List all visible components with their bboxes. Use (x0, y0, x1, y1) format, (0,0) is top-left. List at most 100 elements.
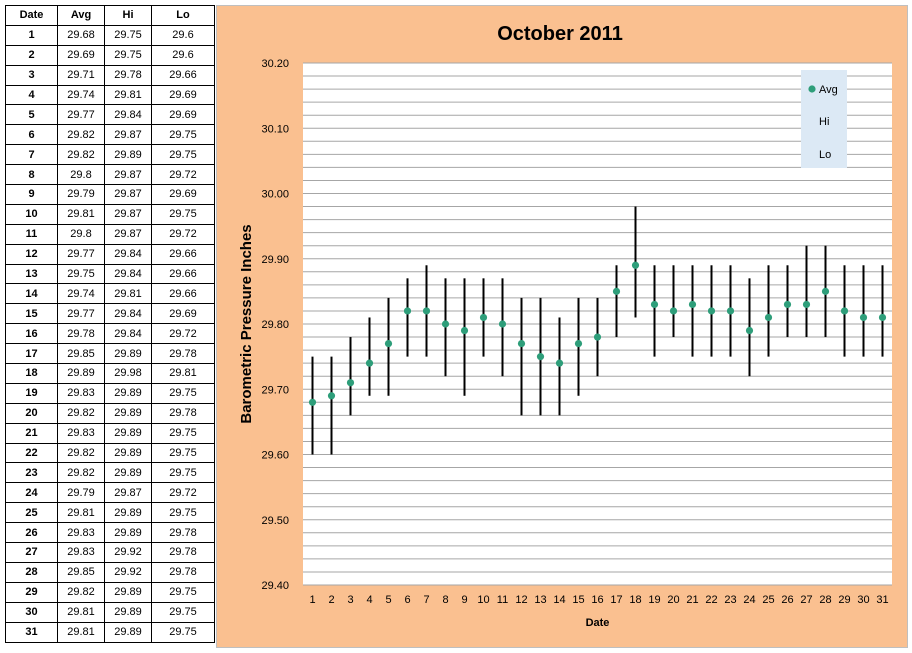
x-tick-label: 31 (876, 594, 888, 606)
avg-point (650, 300, 659, 309)
cell-hi: 29.89 (104, 462, 152, 484)
avg-point (441, 320, 450, 328)
avg-point (593, 333, 602, 341)
cell-lo: 29.75 (151, 502, 215, 524)
x-tick-label: 30 (857, 594, 869, 606)
cell-date: 7 (5, 144, 58, 166)
cell-hi: 29.92 (104, 561, 152, 583)
cell-avg: 29.85 (57, 343, 105, 365)
cell-date: 12 (5, 243, 58, 265)
avg-point (536, 353, 545, 361)
cell-lo: 29.66 (151, 64, 215, 86)
cell-hi: 29.98 (104, 363, 152, 384)
cell-avg: 29.74 (57, 84, 105, 106)
avg-point (346, 379, 355, 387)
y-tick-label: 29.40 (261, 580, 289, 592)
legend-box (801, 70, 847, 168)
cell-lo: 29.78 (151, 402, 215, 424)
cell-hi: 29.89 (104, 422, 152, 444)
cell-hi: 29.89 (104, 382, 152, 404)
avg-point (460, 326, 469, 335)
cell-avg: 29.82 (57, 581, 105, 603)
cell-lo: 29.75 (151, 601, 215, 623)
legend-lo-label: Lo (819, 149, 831, 161)
cell-date: 22 (5, 442, 58, 464)
cell-date: 9 (5, 184, 58, 205)
chart-title: October 2011 (497, 23, 623, 45)
cell-avg: 29.71 (57, 64, 105, 86)
cell-date: 10 (5, 203, 58, 225)
x-tick-label: 12 (515, 594, 527, 606)
table-row: 23 29.82 29.89 29.75 (5, 462, 215, 484)
cell-date: 3 (5, 64, 58, 86)
x-tick-label: 1 (309, 594, 315, 606)
avg-point (422, 307, 431, 315)
avg-point (403, 307, 412, 315)
x-tick-label: 17 (610, 594, 622, 606)
pressure-chart: October 2011 30.2030.1030.0029.9029.8029… (238, 23, 892, 629)
x-tick-label: 28 (819, 594, 831, 606)
chart-area: October 2011 30.20 30.10 30.00 29.90 29.80 29… (216, 5, 908, 648)
cell-lo: 29.6 (151, 24, 215, 46)
avg-point (308, 398, 317, 406)
table-row: 26 29.83 29.89 29.78 (5, 522, 215, 544)
cell-hi: 29.87 (104, 223, 152, 245)
cell-avg: 29.8 (57, 164, 105, 186)
cell-hi: 29.89 (104, 601, 152, 623)
pressure-data-table: Date Avg Hi Lo 1 29.68 29.75 29.6 2 29.69 29.7… (5, 5, 215, 643)
cell-hi: 29.84 (104, 104, 152, 126)
cell-date: 5 (5, 104, 58, 126)
table-row: 4 29.74 29.81 29.69 (5, 84, 215, 106)
cell-lo: 29.81 (151, 363, 215, 384)
avg-point (764, 313, 773, 322)
x-tick-label: 26 (781, 594, 793, 606)
cell-hi: 29.92 (104, 542, 152, 563)
table-row: 17 29.85 29.89 29.78 (5, 343, 215, 365)
x-tick-label: 18 (629, 594, 641, 606)
x-tick-label: 13 (534, 594, 546, 606)
table-row: 29 29.82 29.89 29.75 (5, 581, 215, 603)
x-tick-label: 2 (328, 594, 334, 606)
x-tick-label: 4 (366, 594, 372, 606)
x-tick-label: 22 (705, 594, 717, 606)
cell-avg: 29.89 (57, 363, 105, 384)
avg-point (517, 339, 526, 348)
cell-hi: 29.89 (104, 502, 152, 524)
avg-point (783, 300, 792, 309)
cell-avg: 29.81 (57, 601, 105, 623)
cell-hi: 29.81 (104, 283, 152, 305)
avg-point (878, 313, 887, 322)
cell-date: 23 (5, 462, 58, 484)
x-tick-label: 27 (800, 594, 812, 606)
cell-date: 29 (5, 581, 58, 603)
header-lo: Lo (151, 5, 215, 26)
y-tick-label: 29.60 (261, 450, 289, 462)
x-tick-label: 21 (686, 594, 698, 606)
cell-lo: 29.75 (151, 581, 215, 603)
avg-point (802, 300, 811, 309)
cell-avg: 29.81 (57, 502, 105, 524)
table-row: 1 29.68 29.75 29.6 (5, 24, 215, 46)
cell-hi: 29.89 (104, 402, 152, 424)
cell-avg: 29.68 (57, 24, 105, 46)
cell-lo: 29.75 (151, 203, 215, 225)
chart-legend: Avg Hi Lo (801, 70, 847, 168)
table-row: 15 29.77 29.84 29.69 (5, 303, 215, 325)
avg-point (365, 359, 374, 367)
header-hi: Hi (104, 5, 152, 26)
table-row: 10 29.81 29.87 29.75 (5, 203, 215, 225)
cell-hi: 29.84 (104, 263, 152, 285)
data-table-panel: Date Avg Hi Lo 1 29.68 29.75 29.6 2 29.69 29.7… (5, 5, 215, 648)
avg-point (574, 339, 583, 348)
x-tick-label: 24 (743, 594, 755, 606)
cell-date: 4 (5, 84, 58, 106)
table-row: 30 29.81 29.89 29.75 (5, 601, 215, 623)
table-row: 9 29.79 29.87 29.69 (5, 184, 215, 205)
table-body: 1 29.68 29.75 29.6 2 29.69 29.75 29.6 3 29.71 29.7… (5, 24, 215, 643)
y-axis-label: Barometric Pressure Inches (238, 224, 255, 423)
cell-date: 21 (5, 422, 58, 444)
cell-date: 18 (5, 363, 58, 384)
x-tick-label: 20 (667, 594, 679, 606)
cell-hi: 29.84 (104, 303, 152, 325)
x-tick-label: 14 (553, 594, 565, 606)
